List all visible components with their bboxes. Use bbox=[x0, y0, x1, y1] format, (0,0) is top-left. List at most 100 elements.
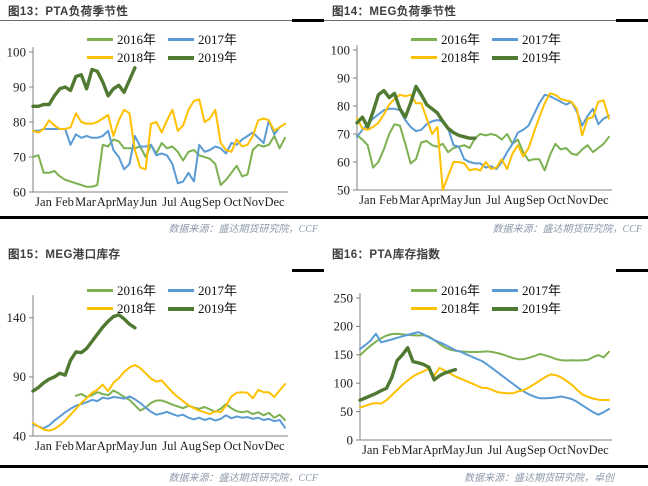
legend-item: 2019年 bbox=[492, 300, 561, 317]
series-line-2019年 bbox=[355, 84, 477, 140]
x-tick-label: Feb bbox=[379, 193, 398, 207]
legend-swatch-2019 bbox=[492, 55, 518, 60]
x-tick-label: Jan bbox=[359, 193, 376, 207]
data-source: 数据来源：盛达期货研究院，CCF bbox=[492, 224, 642, 235]
x-tick-label: Nov bbox=[567, 443, 589, 457]
bottom-rule bbox=[0, 216, 324, 219]
x-tick-label: Jun bbox=[140, 195, 158, 209]
legend-label: 2017年 bbox=[522, 283, 562, 298]
series-line-2018年 bbox=[32, 364, 286, 432]
legend-swatch-2018 bbox=[410, 56, 437, 59]
x-tick-label: Oct bbox=[223, 195, 242, 209]
title-rule-accent bbox=[616, 19, 648, 22]
chart-title: 图13：PTA负荷季节性 bbox=[8, 6, 129, 18]
title-rule-accent bbox=[616, 269, 648, 272]
x-tick-label: Jun bbox=[465, 443, 483, 457]
series-line-2016年 bbox=[74, 389, 286, 421]
series-line-2018年 bbox=[359, 366, 610, 409]
series-line-2016年 bbox=[32, 135, 286, 188]
x-tick-label: Feb bbox=[55, 439, 74, 453]
x-tick-label: Dec bbox=[264, 195, 285, 209]
x-tick-label: Jan bbox=[362, 443, 379, 457]
legend-item: 2016年 bbox=[86, 282, 156, 299]
legend-label: 2018年 bbox=[440, 50, 480, 65]
x-tick-label: Nov bbox=[243, 195, 265, 209]
y-tick-label: 70 bbox=[13, 149, 26, 164]
line-chart-meg-port-inventory: 40 90 140 Jan Feb Mar Apr May Jun Jul Aug Sep Oct Nov… bbox=[7, 295, 288, 453]
series-line-2017年 bbox=[356, 93, 610, 170]
chart-title: 图15：MEG港口库存 bbox=[8, 249, 121, 261]
x-tick-label: May bbox=[440, 193, 464, 207]
y-tick-label: 90 bbox=[337, 70, 350, 85]
series-line-2017年 bbox=[32, 119, 286, 185]
legend-item: 2017年 bbox=[492, 31, 561, 48]
legend-label: 2019年 bbox=[522, 50, 562, 65]
legend-label: 2019年 bbox=[198, 50, 238, 65]
y-tick-label: 100 bbox=[7, 44, 27, 59]
x-tick-label: Feb bbox=[382, 443, 401, 457]
legend-item: 2019年 bbox=[492, 49, 561, 66]
line-chart-meg-load: 50 60 70 80 90 100 Jan Feb Mar Apr May Jun Jul Aug Sep… bbox=[331, 42, 612, 207]
x-tick-label: Dec bbox=[264, 439, 285, 453]
x-tick-label: Jul bbox=[162, 439, 177, 453]
title-rule bbox=[0, 19, 324, 22]
y-tick-label: 60 bbox=[337, 154, 350, 169]
legend-label: 2018年 bbox=[116, 301, 156, 316]
y-tick-label: 70 bbox=[337, 126, 350, 141]
legend-label: 2016年 bbox=[116, 32, 156, 47]
legend-swatch-2016 bbox=[410, 38, 437, 41]
legend-item: 2019年 bbox=[168, 49, 237, 66]
x-tick-label: Jan bbox=[35, 439, 52, 453]
x-tick-label: Jul bbox=[486, 193, 501, 207]
x-tick-label: Feb bbox=[55, 195, 74, 209]
data-source: 数据来源：盛达期货研究院，CCF bbox=[168, 473, 318, 484]
chart-panel-14: 50 60 70 80 90 100 Jan Feb Mar Apr May Jun Jul Aug Sep… bbox=[324, 0, 648, 243]
series-line-2018年 bbox=[32, 98, 286, 171]
chart-title: 图16：PTA库存指数 bbox=[332, 249, 441, 261]
legend-label: 2019年 bbox=[522, 301, 562, 316]
legend-item: 2017年 bbox=[492, 282, 561, 299]
x-tick-label: Sep bbox=[526, 193, 545, 207]
x-tick-label: Aug bbox=[504, 193, 526, 207]
title-rule-accent bbox=[292, 269, 324, 272]
bottom-rule bbox=[0, 465, 324, 468]
legend-label: 2018年 bbox=[116, 50, 156, 65]
series-line-2019年 bbox=[31, 66, 137, 109]
legend-swatch-2017 bbox=[168, 38, 194, 41]
x-tick-label: Aug bbox=[180, 439, 202, 453]
line-chart-pta-load: 60 70 80 90 100 Jan Feb Mar Apr May Jun Jul Aug Sep Oc… bbox=[7, 44, 288, 209]
x-tick-label: Jul bbox=[488, 443, 503, 457]
data-source: 数据来源：盛达期货研究院，卓创 bbox=[464, 473, 614, 484]
legend-item: 2018年 bbox=[410, 49, 480, 66]
legend-label: 2016年 bbox=[116, 283, 156, 298]
x-tick-label: Dec bbox=[588, 193, 609, 207]
x-tick-label: Jun bbox=[464, 193, 482, 207]
y-tick-label: 100 bbox=[334, 376, 354, 391]
x-tick-label: Apr bbox=[97, 195, 117, 209]
x-tick-label: Oct bbox=[223, 439, 242, 453]
legend-swatch-2017 bbox=[492, 289, 518, 292]
x-tick-label: May bbox=[116, 439, 140, 453]
legend-swatch-2019 bbox=[168, 55, 194, 60]
legend-swatch-2016 bbox=[86, 38, 113, 41]
legend-swatch-2016 bbox=[86, 289, 113, 292]
x-tick-label: Mar bbox=[401, 443, 423, 457]
bottom-rule bbox=[324, 465, 648, 468]
series-line-2019年 bbox=[358, 345, 458, 402]
legend-item: 2016年 bbox=[410, 282, 480, 299]
legend-label: 2016年 bbox=[440, 32, 480, 47]
legend-swatch-2017 bbox=[492, 38, 518, 41]
y-tick-label: 140 bbox=[7, 310, 27, 325]
x-tick-label: Apr bbox=[423, 443, 443, 457]
legend-swatch-2016 bbox=[410, 289, 437, 292]
x-tick-label: May bbox=[442, 443, 466, 457]
legend-item: 2017年 bbox=[168, 31, 237, 48]
chart-legend: 2016年 2017年 2018年 2019年 bbox=[410, 31, 561, 66]
chart-legend: 2016年 2017年 2018年 2019年 bbox=[410, 282, 561, 317]
legend-item: 2016年 bbox=[86, 31, 156, 48]
y-tick-label: 250 bbox=[334, 290, 354, 305]
y-tick-label: 90 bbox=[13, 369, 26, 384]
x-tick-label: Nov bbox=[243, 439, 265, 453]
bottom-rule bbox=[324, 216, 648, 219]
legend-item: 2018年 bbox=[410, 300, 480, 317]
